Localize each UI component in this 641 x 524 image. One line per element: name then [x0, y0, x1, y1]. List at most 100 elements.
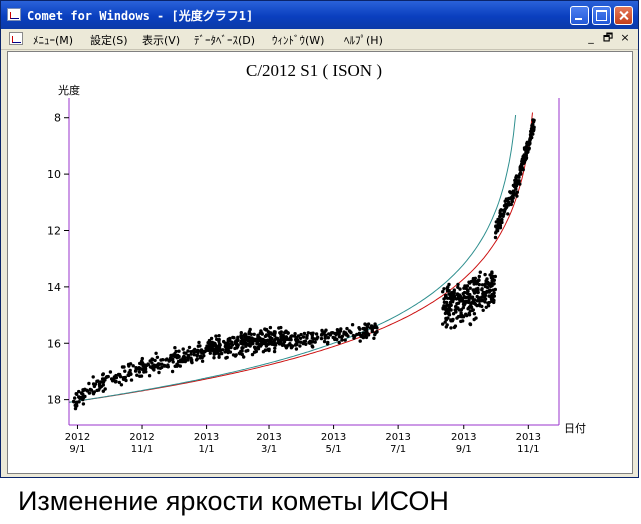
observation-point	[514, 184, 519, 188]
y-tick-label: 14	[47, 281, 61, 294]
observation-point	[521, 157, 526, 161]
observation-point	[301, 335, 306, 339]
observation-point	[101, 389, 106, 393]
observation-point	[343, 338, 347, 342]
observation-point	[75, 392, 79, 396]
observation-point	[269, 339, 273, 343]
observation-point	[452, 294, 457, 299]
observation-point	[323, 336, 327, 340]
observation-point	[233, 346, 237, 351]
observation-point	[146, 362, 150, 366]
observation-point	[71, 399, 76, 404]
observation-point	[468, 286, 472, 290]
observation-point	[442, 287, 446, 291]
observation-point	[182, 351, 186, 355]
observation-point	[528, 136, 532, 141]
observation-point	[472, 301, 476, 305]
observation-point	[246, 338, 250, 343]
observation-point	[73, 403, 77, 408]
mdi-minimize-icon[interactable]: _	[588, 31, 594, 44]
observation-point	[173, 346, 177, 350]
observation-point	[459, 308, 464, 312]
observation-point	[209, 348, 214, 352]
mdi-restore-icon[interactable]: 🗗	[602, 31, 614, 44]
observation-point	[461, 296, 465, 301]
observation-point	[337, 340, 341, 345]
observation-point	[334, 333, 338, 337]
x-tick-year: 2013	[451, 432, 476, 443]
menu-view[interactable]: 表示(V)	[142, 34, 181, 47]
observation-point	[133, 369, 138, 373]
observation-point	[494, 224, 499, 229]
menu-window[interactable]: ｳｨﾝﾄﾞｳ(W)	[272, 34, 325, 47]
observation-point	[504, 206, 508, 210]
observation-point	[322, 339, 327, 344]
observation-point	[252, 332, 256, 336]
observation-point	[466, 307, 470, 311]
close-icon[interactable]	[614, 6, 633, 25]
x-tick-date: 7/1	[390, 444, 406, 455]
observation-point	[208, 351, 212, 355]
observation-point	[198, 349, 203, 353]
x-tick-date: 3/1	[261, 444, 277, 455]
observation-point	[449, 326, 453, 330]
observation-point	[496, 222, 501, 226]
app-window: Comet for Windows - [光度グラフ1] ﾒﾆｭｰ(M) 設定(…	[0, 0, 639, 478]
observation-point	[337, 335, 342, 339]
minimize-icon[interactable]	[570, 6, 589, 25]
observation-point	[268, 335, 273, 340]
observation-point	[468, 292, 472, 297]
observation-point	[212, 350, 216, 355]
observation-point	[159, 358, 163, 362]
observation-point	[370, 328, 374, 332]
menu-help[interactable]: ﾍﾙﾌﾟ(H)	[344, 34, 383, 47]
observation-point	[305, 336, 309, 340]
mdi-close-icon[interactable]: ×	[620, 31, 630, 44]
observation-point	[213, 342, 217, 346]
observation-point	[222, 339, 226, 344]
menu-database[interactable]: ﾃﾞｰﾀﾍﾞｰｽ(D)	[194, 34, 256, 47]
observation-point	[101, 383, 106, 387]
observation-point	[114, 375, 119, 380]
observation-point	[267, 348, 271, 353]
observation-point	[494, 220, 498, 224]
observation-point	[286, 331, 290, 335]
observation-point	[306, 331, 310, 335]
x-tick-date: 11/1	[131, 444, 153, 455]
menu-main[interactable]: ﾒﾆｭｰ(M)	[33, 34, 74, 47]
maximize-icon[interactable]	[592, 6, 611, 25]
observation-point	[447, 289, 451, 293]
observation-point	[514, 187, 518, 191]
observation-point	[450, 299, 454, 303]
observation-point	[296, 334, 301, 338]
observation-point	[475, 303, 479, 308]
observation-point	[240, 346, 244, 350]
observation-point	[279, 335, 283, 339]
model-curve-red	[68, 112, 533, 403]
observation-point	[470, 296, 474, 300]
observation-point	[209, 336, 214, 341]
observation-point	[340, 334, 345, 338]
observation-point	[469, 305, 474, 310]
observation-point	[345, 326, 349, 331]
y-tick-label: 12	[47, 224, 61, 237]
observation-point	[218, 343, 222, 347]
observation-point	[191, 349, 195, 353]
app-icon[interactable]	[7, 8, 21, 21]
caption: Изменение яркости кометы ИСОН	[18, 486, 449, 516]
title-bar[interactable]: Comet for Windows - [光度グラフ1]	[1, 1, 638, 29]
observation-point	[258, 336, 262, 340]
observation-point	[481, 308, 485, 312]
observation-point	[203, 350, 207, 354]
observation-point	[488, 294, 493, 298]
observation-point	[305, 333, 309, 338]
observation-point	[251, 339, 255, 343]
observation-point	[106, 374, 110, 379]
observation-point	[493, 274, 497, 279]
menu-settings[interactable]: 設定(S)	[90, 34, 128, 47]
observation-point	[236, 335, 240, 339]
observation-point	[239, 331, 243, 335]
observation-point	[128, 362, 133, 366]
observation-point	[135, 373, 139, 377]
document-icon[interactable]	[9, 32, 23, 45]
